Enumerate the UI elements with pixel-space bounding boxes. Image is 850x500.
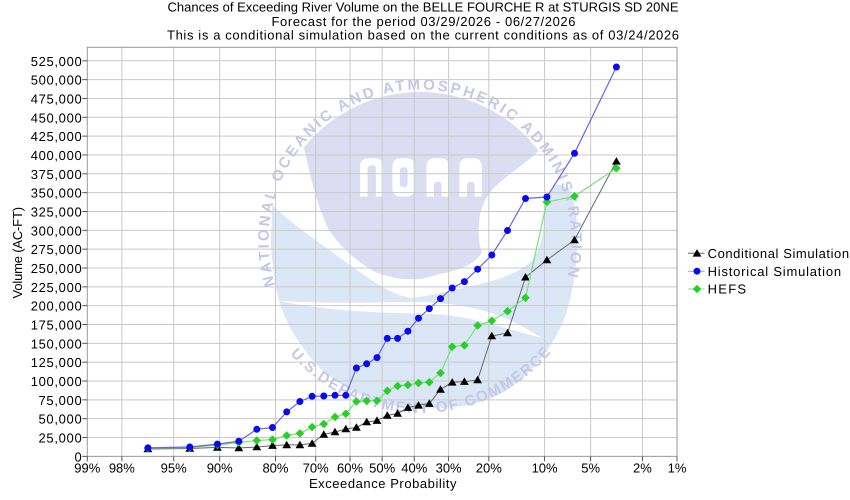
svg-text:525,000: 525,000 bbox=[31, 54, 82, 69]
svg-text:325,000: 325,000 bbox=[31, 204, 82, 219]
svg-text:70%: 70% bbox=[303, 460, 329, 475]
svg-text:90%: 90% bbox=[207, 460, 233, 475]
svg-text:200,000: 200,000 bbox=[31, 299, 82, 314]
svg-text:2%: 2% bbox=[633, 460, 652, 475]
svg-text:Chances of Exceeding River Vol: Chances of Exceeding River Volume on the… bbox=[168, 0, 679, 14]
svg-text:Conditional Simulation: Conditional Simulation bbox=[708, 246, 850, 261]
svg-text:350,000: 350,000 bbox=[31, 186, 82, 201]
svg-text:95%: 95% bbox=[161, 460, 187, 475]
svg-text:375,000: 375,000 bbox=[31, 167, 82, 182]
svg-text:Forecast for the period 03/29/: Forecast for the period 03/29/2026 - 06/… bbox=[272, 14, 576, 29]
svg-text:30%: 30% bbox=[436, 460, 462, 475]
svg-text:50%: 50% bbox=[369, 460, 395, 475]
svg-text:80%: 80% bbox=[262, 460, 288, 475]
svg-text:20%: 20% bbox=[476, 460, 502, 475]
svg-text:275,000: 275,000 bbox=[31, 242, 82, 257]
svg-text:25,000: 25,000 bbox=[39, 431, 82, 446]
svg-text:This is a conditional simulati: This is a conditional simulation based o… bbox=[167, 28, 679, 43]
svg-text:Exceedance Probability: Exceedance Probability bbox=[309, 476, 457, 491]
svg-text:Historical Simulation: Historical Simulation bbox=[708, 264, 842, 279]
svg-text:0: 0 bbox=[74, 449, 81, 464]
svg-text:75,000: 75,000 bbox=[39, 393, 82, 408]
svg-text:10%: 10% bbox=[532, 460, 558, 475]
svg-text:225,000: 225,000 bbox=[31, 280, 82, 295]
svg-text:125,000: 125,000 bbox=[31, 355, 82, 370]
svg-text:500,000: 500,000 bbox=[31, 73, 82, 88]
svg-text:5%: 5% bbox=[581, 460, 600, 475]
svg-text:250,000: 250,000 bbox=[31, 261, 82, 276]
svg-text:40%: 40% bbox=[401, 460, 427, 475]
svg-text:60%: 60% bbox=[337, 460, 363, 475]
svg-text:450,000: 450,000 bbox=[31, 110, 82, 125]
svg-text:425,000: 425,000 bbox=[31, 129, 82, 144]
svg-text:1%: 1% bbox=[668, 460, 687, 475]
svg-text:150,000: 150,000 bbox=[31, 336, 82, 351]
svg-text:99%: 99% bbox=[74, 460, 100, 475]
svg-text:98%: 98% bbox=[109, 460, 135, 475]
svg-text:100,000: 100,000 bbox=[31, 374, 82, 389]
svg-text:175,000: 175,000 bbox=[31, 318, 82, 333]
svg-text:475,000: 475,000 bbox=[31, 91, 82, 106]
svg-text:50,000: 50,000 bbox=[39, 412, 82, 427]
svg-text:300,000: 300,000 bbox=[31, 223, 82, 238]
svg-text:Volume (AC-FT): Volume (AC-FT) bbox=[10, 207, 25, 299]
svg-text:400,000: 400,000 bbox=[31, 148, 82, 163]
